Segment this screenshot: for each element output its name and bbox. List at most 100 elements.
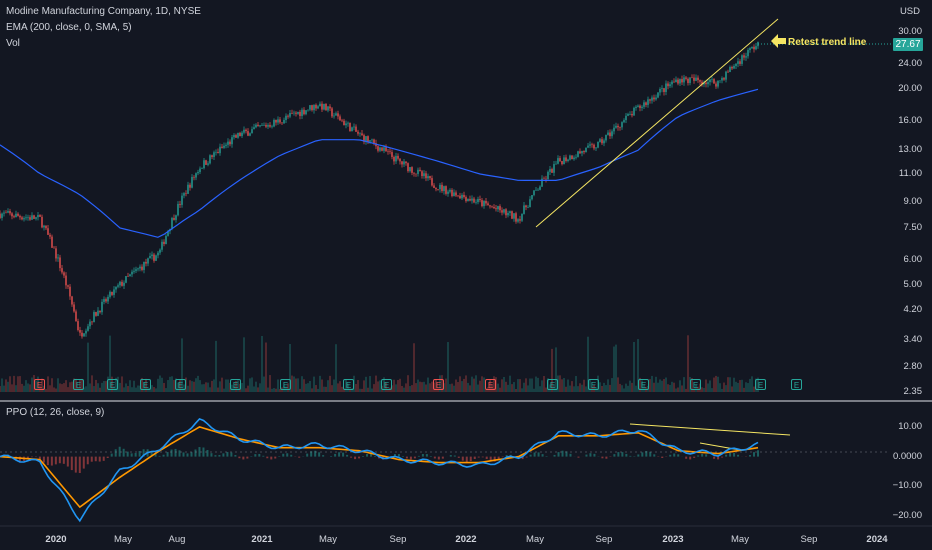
ema-legend[interactable]: EMA (200, close, 0, SMA, 5) [6,22,132,33]
candle [15,210,17,218]
candle [127,272,129,277]
earnings-marker[interactable]: E [381,379,392,390]
volume-bar [121,376,123,392]
ppo-histogram [2,446,759,474]
earnings-marker[interactable]: E [433,379,444,390]
ppo-histogram-bar [70,456,73,471]
candle [745,52,747,61]
ppo-histogram-bar [338,452,341,457]
volume-bar [497,383,499,392]
candle [97,307,99,317]
earnings-marker[interactable]: E [791,379,802,390]
volume-bar [53,387,55,392]
ppo-histogram-bar [98,456,101,462]
ppo-tick-label: 0.0000 [892,450,922,462]
ppo-histogram-bar [661,456,664,458]
candle [85,328,87,337]
candle [101,299,103,315]
ppo-legend[interactable]: PPO (12, 26, close, 9) [6,407,105,418]
ppo-histogram-bar [469,456,472,462]
candle [529,196,531,208]
volume-bar [617,377,619,392]
earnings-marker[interactable]: E [73,379,84,390]
volume-bar [687,335,689,392]
candle [47,225,49,235]
earnings-marker[interactable]: E [485,379,496,390]
ppo-trend-line[interactable] [629,423,791,436]
candle [393,155,395,165]
volume-bar [65,380,67,392]
candle [425,170,427,182]
earnings-marker[interactable]: E [343,379,354,390]
earnings-marker[interactable]: E [690,379,701,390]
candle [9,208,11,216]
annotation-label[interactable]: Retest trend line [788,37,867,48]
ppo-histogram-bar [553,454,556,457]
earnings-marker[interactable]: E [140,379,151,390]
ppo-histogram-bar [258,453,261,457]
volume-bar [651,375,653,392]
ppo-histogram-bar [270,456,273,460]
earnings-marker[interactable]: E [638,379,649,390]
candle [79,326,81,336]
earnings-marker[interactable]: E [280,379,291,390]
earnings-marker[interactable]: E [755,379,766,390]
volume-bar [655,376,657,392]
candle [569,154,571,161]
price-tick-label: 11.00 [898,167,922,179]
candle [209,154,211,165]
candle [627,112,629,117]
candle [229,139,231,147]
volume-bar [657,382,659,392]
candle [435,187,437,192]
volume-bar [459,376,461,392]
candle [503,208,505,215]
candle [193,175,195,181]
candle [691,74,693,79]
ppo-histogram-bar [701,453,704,457]
volume-bar [153,387,155,392]
volume-bar [731,386,733,392]
volume-bar [419,381,421,392]
candle [743,52,745,61]
candle [573,155,575,161]
volume-bar [409,386,411,392]
ppo-histogram-bar [641,452,644,457]
volume-bar [381,385,383,392]
candle [491,205,493,209]
earnings-marker[interactable]: E [547,379,558,390]
candle [457,195,459,198]
volume-bar [199,380,201,392]
candle [643,100,645,109]
volume-bar [325,386,327,392]
earnings-marker[interactable]: E [175,379,186,390]
ppo-histogram-bar [350,456,353,458]
earnings-marker[interactable]: E [34,379,45,390]
volume-bar [317,388,319,392]
earnings-marker[interactable]: E [107,379,118,390]
volume-bar [445,378,447,392]
volume-bar [119,382,121,392]
volume-bar [561,379,563,392]
earnings-marker[interactable]: E [230,379,241,390]
trend-line[interactable] [535,18,779,228]
candle [95,311,97,317]
volume-legend[interactable]: Vol [6,38,20,49]
ppo-histogram-bar [601,456,604,459]
volume-bar [27,383,29,392]
candle [283,117,285,125]
candle [239,131,241,137]
candle [479,195,481,203]
volume-bar [141,377,143,392]
candle [661,85,663,93]
candle [303,107,305,116]
earnings-marker[interactable]: E [588,379,599,390]
ppo-histogram-bar [705,454,708,457]
ppo-histogram-bar [174,448,177,457]
volume-bar [131,387,133,392]
ppo-histogram-bar [166,452,169,457]
candle [595,146,597,151]
candle [699,79,701,86]
ppo-histogram-bar [653,454,656,457]
